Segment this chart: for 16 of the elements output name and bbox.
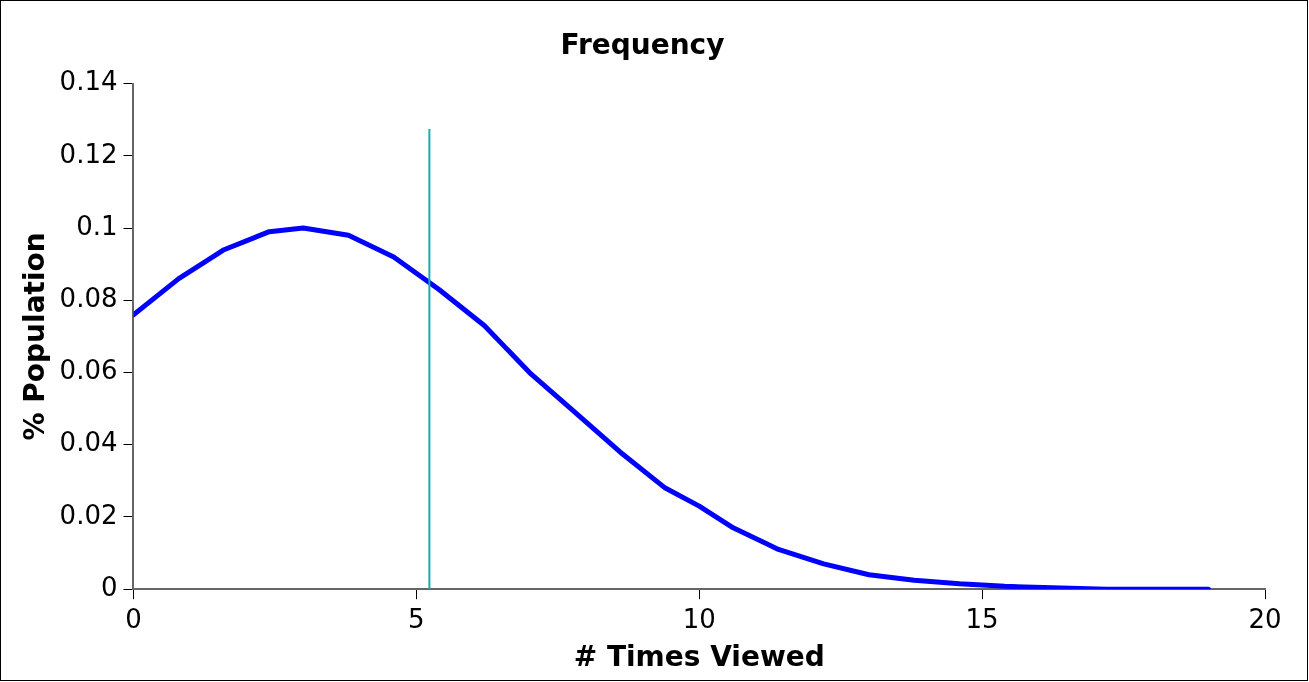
y-tick-label: 0.06 bbox=[59, 355, 118, 386]
y-tick-label: 0.1 bbox=[76, 210, 118, 241]
y-tick-label: 0.12 bbox=[59, 138, 118, 169]
y-axis-title: % Population bbox=[18, 232, 52, 441]
y-tick-label: 0.08 bbox=[59, 283, 118, 314]
x-tick-label: 20 bbox=[1248, 603, 1282, 634]
y-tick-label: 0.14 bbox=[59, 66, 118, 97]
y-tick-label: 0.02 bbox=[59, 499, 118, 530]
x-tick-label: 10 bbox=[682, 603, 716, 634]
x-axis-title: # Times Viewed bbox=[573, 640, 825, 674]
x-tick-label: 15 bbox=[965, 603, 999, 634]
y-tick-label: 0.04 bbox=[59, 427, 118, 458]
x-tick-label: 5 bbox=[408, 603, 425, 634]
y-tick-label: 0 bbox=[100, 571, 118, 602]
chart-title: Frequency bbox=[560, 28, 725, 62]
x-tick-label: 0 bbox=[125, 603, 142, 634]
